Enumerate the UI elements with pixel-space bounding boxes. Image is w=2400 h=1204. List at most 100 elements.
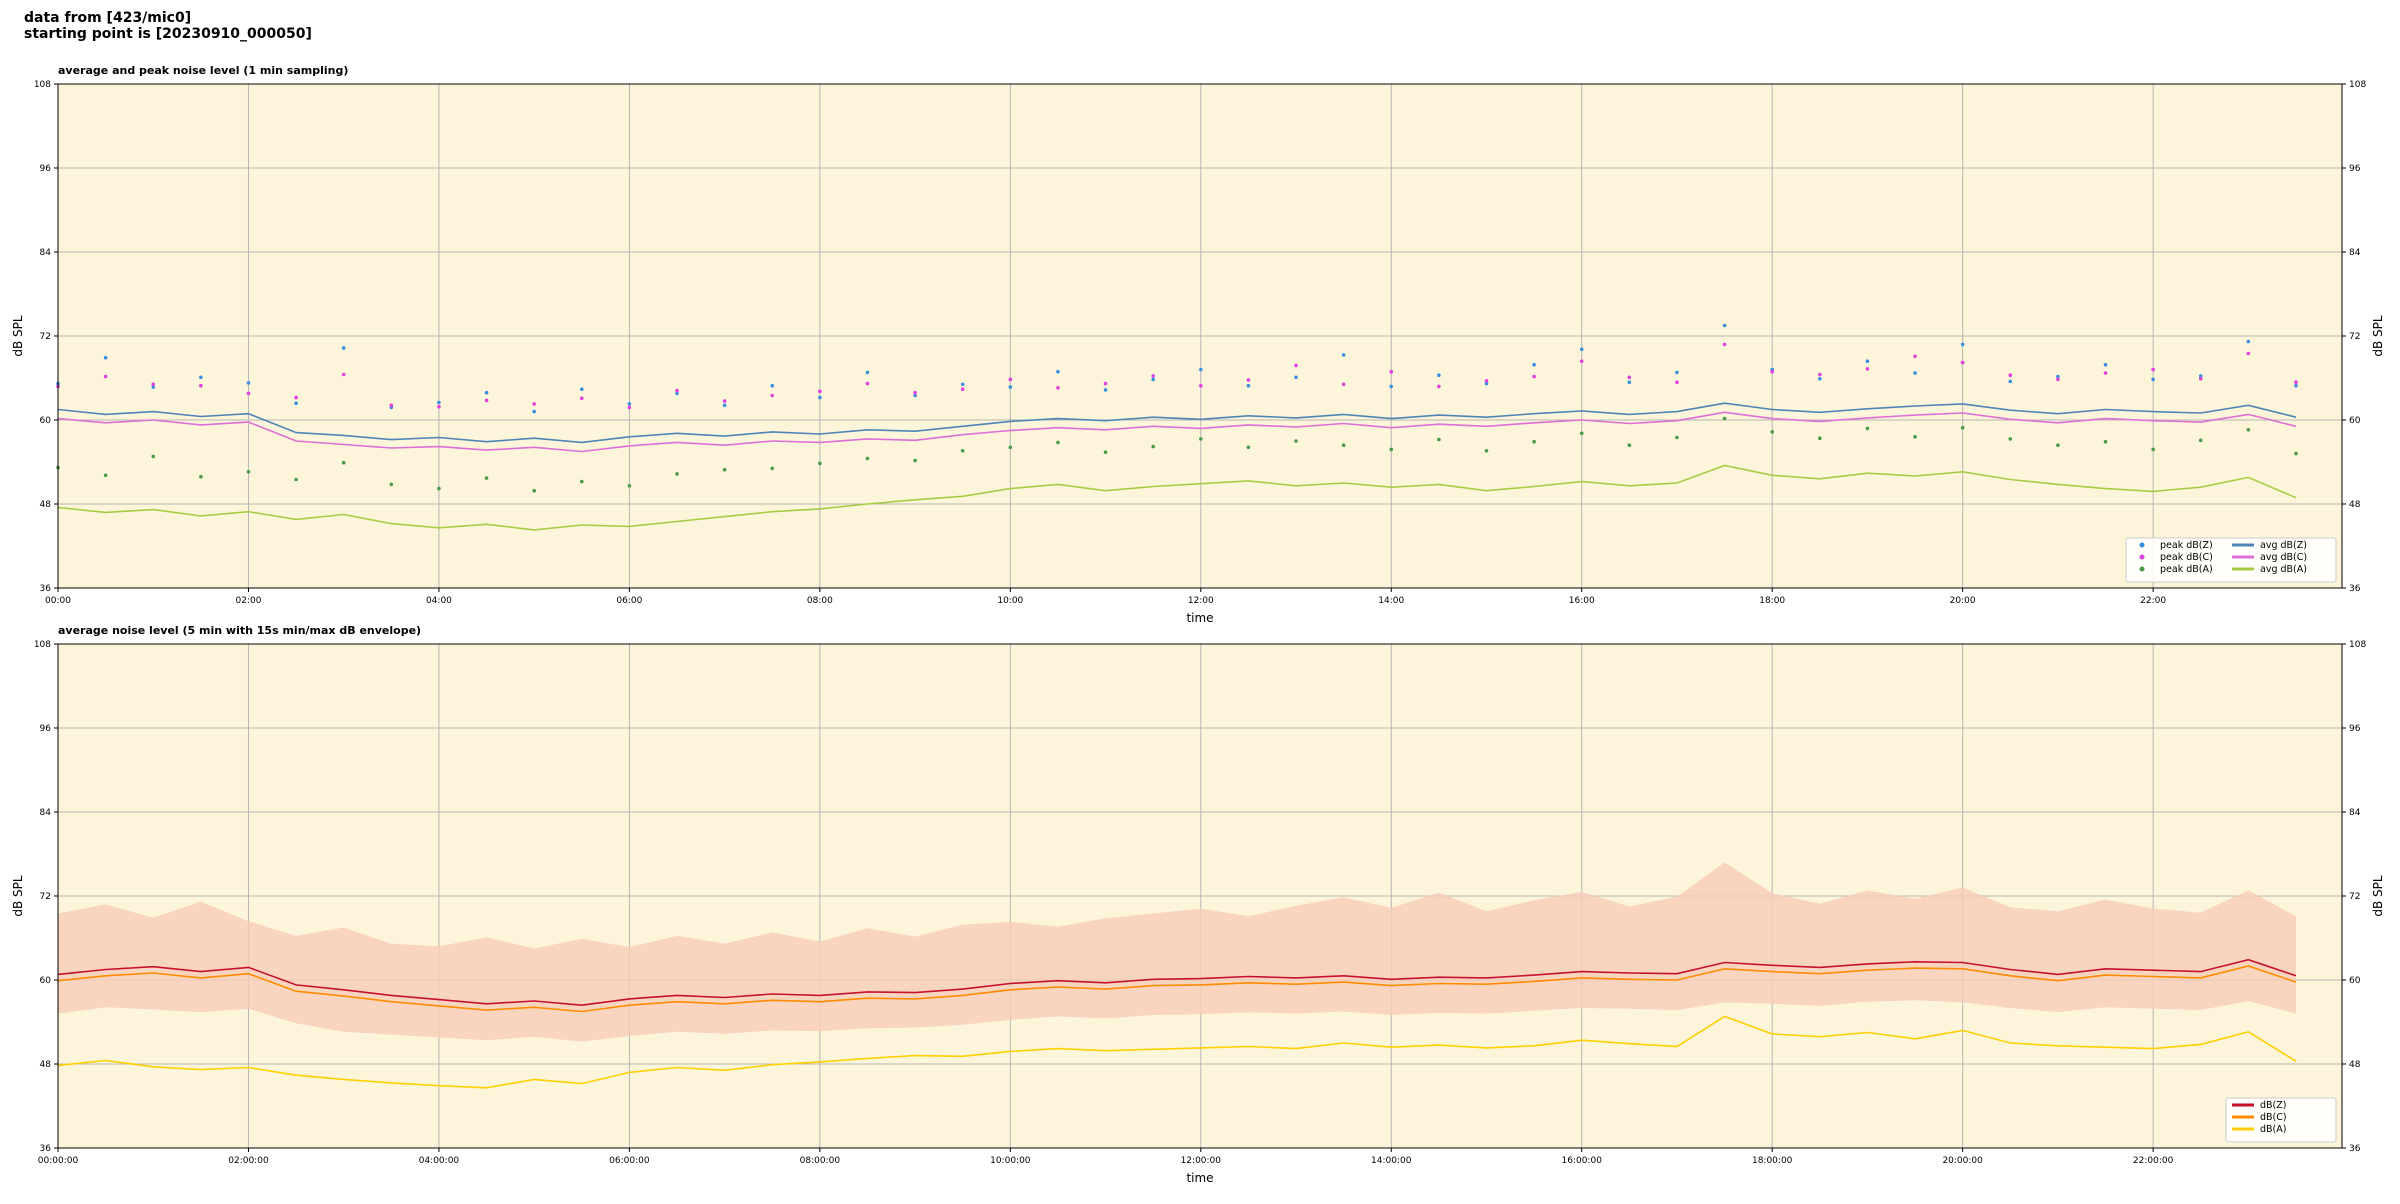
peak-point — [1294, 375, 1298, 380]
peak-point — [1151, 444, 1155, 449]
y-axis-label: dB SPL — [2371, 315, 2385, 357]
y-tick-label: 72 — [2349, 892, 2360, 902]
peak-point — [1437, 373, 1441, 378]
peak-point — [1008, 385, 1013, 389]
peak-point — [1008, 445, 1013, 450]
peak-point — [722, 399, 727, 403]
peak-point — [1865, 426, 1870, 431]
x-tick-label: 10:00 — [997, 596, 1023, 606]
peak-point — [2294, 380, 2298, 385]
y-tick-label: 60 — [2349, 976, 2361, 986]
x-tick-label: 22:00 — [2140, 596, 2166, 606]
peak-point — [865, 370, 870, 375]
x-tick-label: 20:00:00 — [1942, 1156, 1983, 1166]
peak-point — [960, 387, 965, 392]
peak-point — [1341, 443, 1346, 448]
plot-frame — [57, 643, 2343, 1149]
y-tick-label: 36 — [2349, 584, 2361, 594]
series-line — [57, 1015, 2297, 1089]
y-tick-label: 60 — [40, 976, 52, 986]
peak-point — [1818, 372, 1822, 377]
peak-point — [722, 403, 727, 408]
peak-point — [675, 472, 679, 476]
peak-point — [818, 389, 822, 394]
peak-point — [1389, 384, 1394, 389]
y-axis-label: dB SPL — [2371, 875, 2385, 917]
peak-point — [1865, 367, 1870, 371]
peak-point — [1722, 416, 1727, 421]
x-tick-label: 08:00 — [807, 596, 833, 606]
y-axis-label: dB SPL — [11, 315, 25, 357]
peak-point — [199, 383, 203, 388]
legend-label: avg dB(Z) — [2260, 540, 2307, 551]
legend-label: avg dB(A) — [2260, 564, 2307, 575]
peak-point — [627, 402, 632, 406]
y-tick-label: 72 — [2349, 332, 2360, 342]
x-tick-label: 18:00:00 — [1752, 1156, 1793, 1166]
legend-swatch — [2139, 542, 2145, 548]
peak-point — [1532, 362, 1536, 367]
y-tick-label: 72 — [40, 892, 51, 902]
peak-point — [1437, 437, 1441, 442]
series-line — [57, 965, 2297, 1013]
x-tick-label: 18:00 — [1759, 596, 1785, 606]
peak-point — [865, 381, 870, 386]
y-tick-label: 108 — [34, 80, 51, 90]
peak-point — [389, 482, 394, 487]
peak-point — [722, 467, 727, 472]
peak-point — [1246, 445, 1251, 450]
y-tick-label: 108 — [2349, 80, 2366, 90]
peak-point — [1675, 435, 1679, 440]
peak-point — [151, 385, 156, 389]
peak-point — [1437, 384, 1441, 389]
peak-point — [2246, 339, 2251, 344]
peak-point — [103, 374, 108, 379]
peak-point — [579, 396, 584, 401]
peak-point — [2151, 367, 2155, 372]
peak-point — [246, 381, 251, 385]
x-axis-label: time — [1186, 1171, 1213, 1185]
peak-point — [294, 477, 298, 482]
peak-point — [675, 388, 679, 393]
peak-point — [1056, 369, 1060, 374]
x-tick-label: 04:00:00 — [419, 1156, 460, 1166]
y-tick-label: 84 — [2349, 248, 2361, 258]
x-tick-label: 12:00 — [1188, 596, 1214, 606]
peak-point — [913, 390, 917, 395]
x-tick-label: 22:00:00 — [2133, 1156, 2174, 1166]
peak-point — [1294, 439, 1298, 443]
peak-point — [1675, 380, 1679, 385]
peak-point — [2294, 451, 2298, 456]
peak-point — [1008, 377, 1013, 382]
peak-point — [437, 400, 441, 405]
peak-point — [2103, 371, 2108, 375]
legend-label: dB(A) — [2260, 1124, 2286, 1135]
y-tick-label: 96 — [40, 164, 52, 174]
peak-point — [199, 375, 203, 380]
peak-point — [1627, 380, 1632, 385]
peak-point — [1770, 369, 1774, 374]
peak-point — [1484, 449, 1489, 453]
peak-point — [341, 460, 346, 465]
legend-label: peak dB(Z) — [2160, 540, 2213, 551]
peak-point — [1103, 388, 1108, 392]
peak-point — [913, 393, 917, 398]
peak-point — [1484, 381, 1489, 386]
y-tick-label: 60 — [2349, 416, 2361, 426]
peak-point — [2198, 438, 2203, 443]
series-line — [57, 411, 2297, 453]
peak-point — [2198, 376, 2203, 381]
peak-point — [2056, 374, 2060, 379]
peak-point — [2056, 377, 2060, 382]
legend-label: dB(Z) — [2260, 1100, 2286, 1111]
legend-label: peak dB(C) — [2160, 552, 2213, 563]
header-line: data from [423/mic0] — [24, 10, 191, 26]
peak-point — [1818, 376, 1822, 381]
x-tick-label: 20:00 — [1950, 596, 1976, 606]
peak-point — [1246, 378, 1251, 382]
peak-point — [579, 479, 584, 484]
chart-title: average and peak noise level (1 min samp… — [58, 64, 348, 77]
y-tick-label: 108 — [2349, 640, 2366, 650]
peak-point — [1532, 439, 1536, 444]
peak-point — [1532, 374, 1536, 379]
